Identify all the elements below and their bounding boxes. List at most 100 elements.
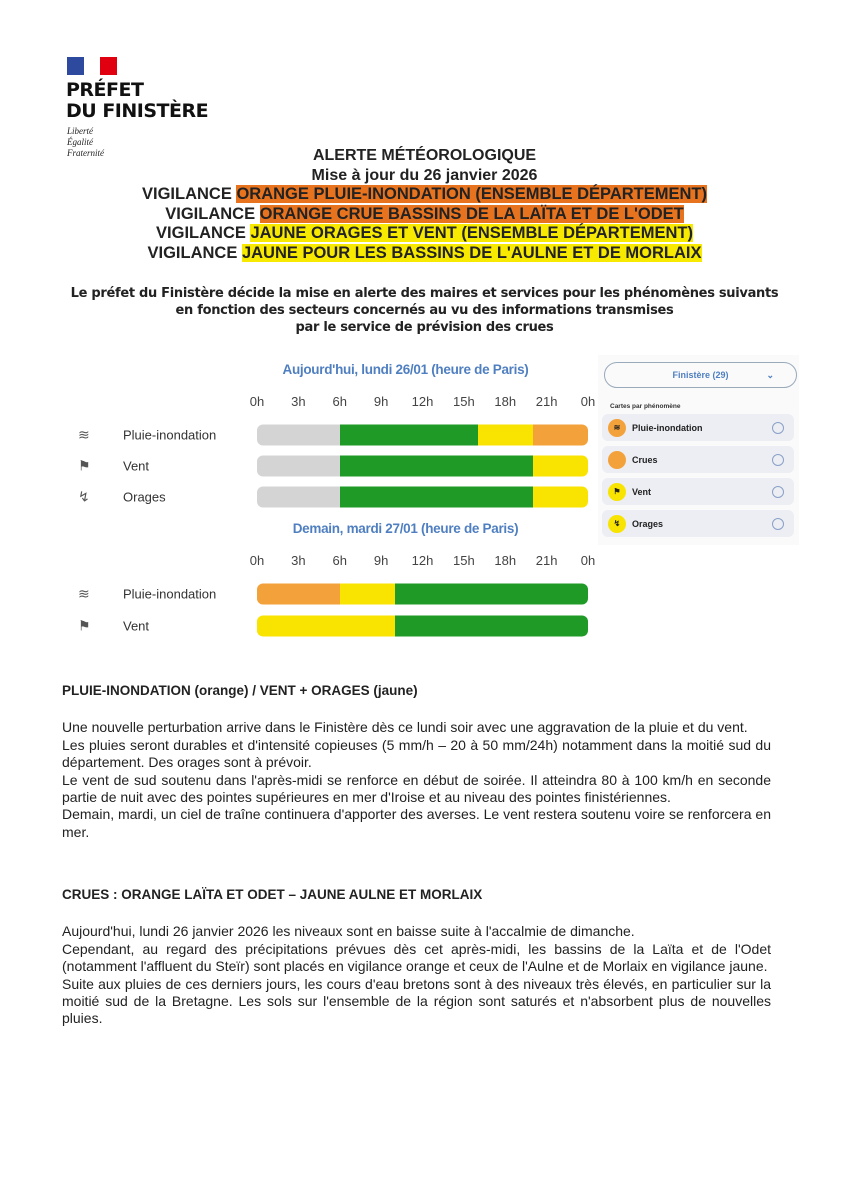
hour-tick: 15h [453, 394, 475, 409]
vigilance-prefix: VIGILANCE [147, 243, 242, 262]
motto-line: Liberté [67, 126, 93, 136]
vigilance-line: VIGILANCE ORANGE PLUIE-INONDATION (ENSEM… [0, 185, 849, 205]
bar-segment-green [339, 486, 533, 508]
vigilance-bar [257, 424, 588, 446]
select-value: Finistère (29) [672, 370, 729, 380]
paragraph: Cependant, au regard des précipitations … [62, 940, 771, 975]
hour-tick: 3h [291, 394, 306, 409]
phenomenon-item[interactable]: ⚑ Vent [602, 478, 794, 505]
bar-segment-orange [257, 583, 340, 605]
radio-button[interactable] [772, 485, 784, 498]
hour-tick: 0h [249, 553, 265, 568]
alert-titles: ALERTE MÉTÉOROLOGIQUE Mise à jour du 26 … [0, 146, 849, 263]
bar-segment-green [339, 455, 533, 477]
phenomenon-label: Pluie-inondation [123, 427, 217, 443]
phenomenon-item-label: Orages [632, 518, 664, 529]
intro-line: par le service de prévision des crues [295, 320, 554, 335]
chevron-down-icon: ⌄ [766, 369, 774, 380]
bar-segment-yellow [532, 455, 588, 477]
hour-tick: 18h [494, 394, 517, 409]
vigilance-prefix: VIGILANCE [142, 185, 237, 203]
vigilance-prefix: VIGILANCE [156, 224, 251, 242]
vigilance-text: JAUNE ORAGES ET VENT (ENSEMBLE DÉPARTEME… [250, 224, 693, 242]
hour-tick: 12h [411, 553, 434, 568]
update-date: Mise à jour du 26 janvier 2026 [311, 166, 538, 184]
phenomenon-item-label: Pluie-inondation [632, 422, 703, 433]
phenomenon-label: Orages [123, 489, 166, 505]
radio-button[interactable] [772, 517, 784, 530]
logo-line: PRÉFET [66, 79, 144, 101]
bar-segment-yellow [532, 486, 588, 508]
phenomenon-item[interactable]: ≋ Pluie-inondation [602, 414, 794, 441]
section-crues: CRUES : ORANGE LAÏTA ET ODET – JAUNE AUL… [62, 886, 771, 1028]
rain-flood-icon: ≋ [78, 585, 90, 602]
vigilance-bar [257, 486, 588, 508]
phenomenon-label: Vent [123, 618, 150, 634]
hour-tick: 15h [453, 553, 475, 568]
bar-segment-yellow [339, 583, 395, 605]
bar-segment-gray [257, 424, 340, 446]
phenomenon-label: Pluie-inondation [123, 586, 217, 602]
bar-segment-yellow [477, 424, 533, 446]
radio-button[interactable] [772, 421, 784, 434]
hour-tick: 6h [332, 394, 347, 409]
vigilance-text: ORANGE CRUE BASSINS DE LA LAÏTA ET DE L'… [259, 204, 684, 223]
logo-line: DU FINISTÈRE [66, 100, 209, 122]
vigilance-line: VIGILANCE ORANGE CRUE BASSINS DE LA LAÏT… [0, 204, 849, 225]
section-pluie: PLUIE-INONDATION (orange) / VENT + ORAGE… [62, 682, 771, 841]
phenomenon-item-label: Crues [632, 454, 658, 465]
vigilance-bar [257, 615, 588, 637]
vigilance-bar [257, 455, 588, 477]
vigilance-bar [257, 583, 588, 605]
prefecture-name: PRÉFET DU FINISTÈRE [66, 79, 209, 122]
department-select[interactable]: Finistère (29) ⌄ [604, 362, 797, 388]
phenomenon-item-label: Vent [632, 486, 652, 497]
phenomenon-item[interactable]: Crues [602, 446, 794, 473]
bar-segment-green [394, 583, 588, 605]
hour-tick: 21h [535, 553, 558, 568]
bar-segment-gray [257, 455, 340, 477]
hour-tick: 21h [535, 394, 558, 409]
bar-segment-green [394, 615, 588, 637]
motto: Liberté Égalité Fraternité [67, 126, 104, 159]
paragraph: Demain, mardi, un ciel de traîne continu… [62, 806, 771, 840]
intro-text: Le préfet du Finistère décide la mise en… [0, 285, 849, 336]
panel-subtitle: Cartes par phénomène [610, 403, 681, 410]
day-header: Demain, mardi 27/01 (heure de Paris) [292, 521, 519, 536]
wind-icon: ⚑ [608, 482, 626, 501]
vigilance-line: VIGILANCE JAUNE POUR LES BASSINS DE L'AU… [0, 243, 849, 264]
hour-tick: 3h [291, 553, 306, 568]
section-heading: CRUES : ORANGE LAÏTA ET ODET – JAUNE AUL… [62, 887, 483, 902]
marianne-logo [67, 57, 118, 75]
bar-segment-green [339, 424, 478, 446]
hour-tick: 0h [580, 394, 596, 409]
motto-line: Fraternité [67, 148, 104, 158]
flood-icon [608, 450, 626, 469]
vigilance-prefix: VIGILANCE [165, 204, 260, 223]
radio-button[interactable] [772, 453, 784, 466]
phenomenon-item[interactable]: ↯ Orages [602, 510, 794, 537]
vigilance-line: VIGILANCE JAUNE ORAGES ET VENT (ENSEMBLE… [0, 224, 849, 244]
paragraph: Suite aux pluies de ces derniers jours, … [62, 975, 771, 1027]
paragraph: Le vent de sud soutenu dans l'après-midi… [62, 771, 771, 806]
hour-tick: 0h [580, 553, 596, 568]
intro-line: Le préfet du Finistère décide la mise en… [70, 286, 779, 301]
bar-segment-gray [257, 486, 340, 508]
storm-icon: ↯ [608, 514, 626, 533]
bar-segment-yellow [257, 615, 395, 637]
section-heading: PLUIE-INONDATION (orange) / VENT + ORAGE… [62, 683, 418, 698]
storm-icon: ↯ [78, 488, 90, 505]
hour-tick: 12h [411, 394, 434, 409]
intro-line: en fonction des secteurs concernés au vu… [175, 303, 674, 318]
page-title: ALERTE MÉTÉOROLOGIQUE [312, 147, 537, 164]
hour-tick: 9h [373, 553, 389, 568]
rain-flood-icon: ≋ [608, 418, 626, 437]
wind-icon: ⚑ [78, 457, 91, 474]
hour-tick: 18h [494, 553, 517, 568]
bar-segment-orange [532, 424, 588, 446]
paragraph: Les pluies seront durables et d'intensit… [62, 736, 771, 771]
rain-flood-icon: ≋ [78, 426, 90, 443]
hour-tick: 0h [249, 394, 265, 409]
hour-tick: 6h [332, 553, 347, 568]
vigilance-text: ORANGE PLUIE-INONDATION (ENSEMBLE DÉPART… [236, 185, 707, 203]
